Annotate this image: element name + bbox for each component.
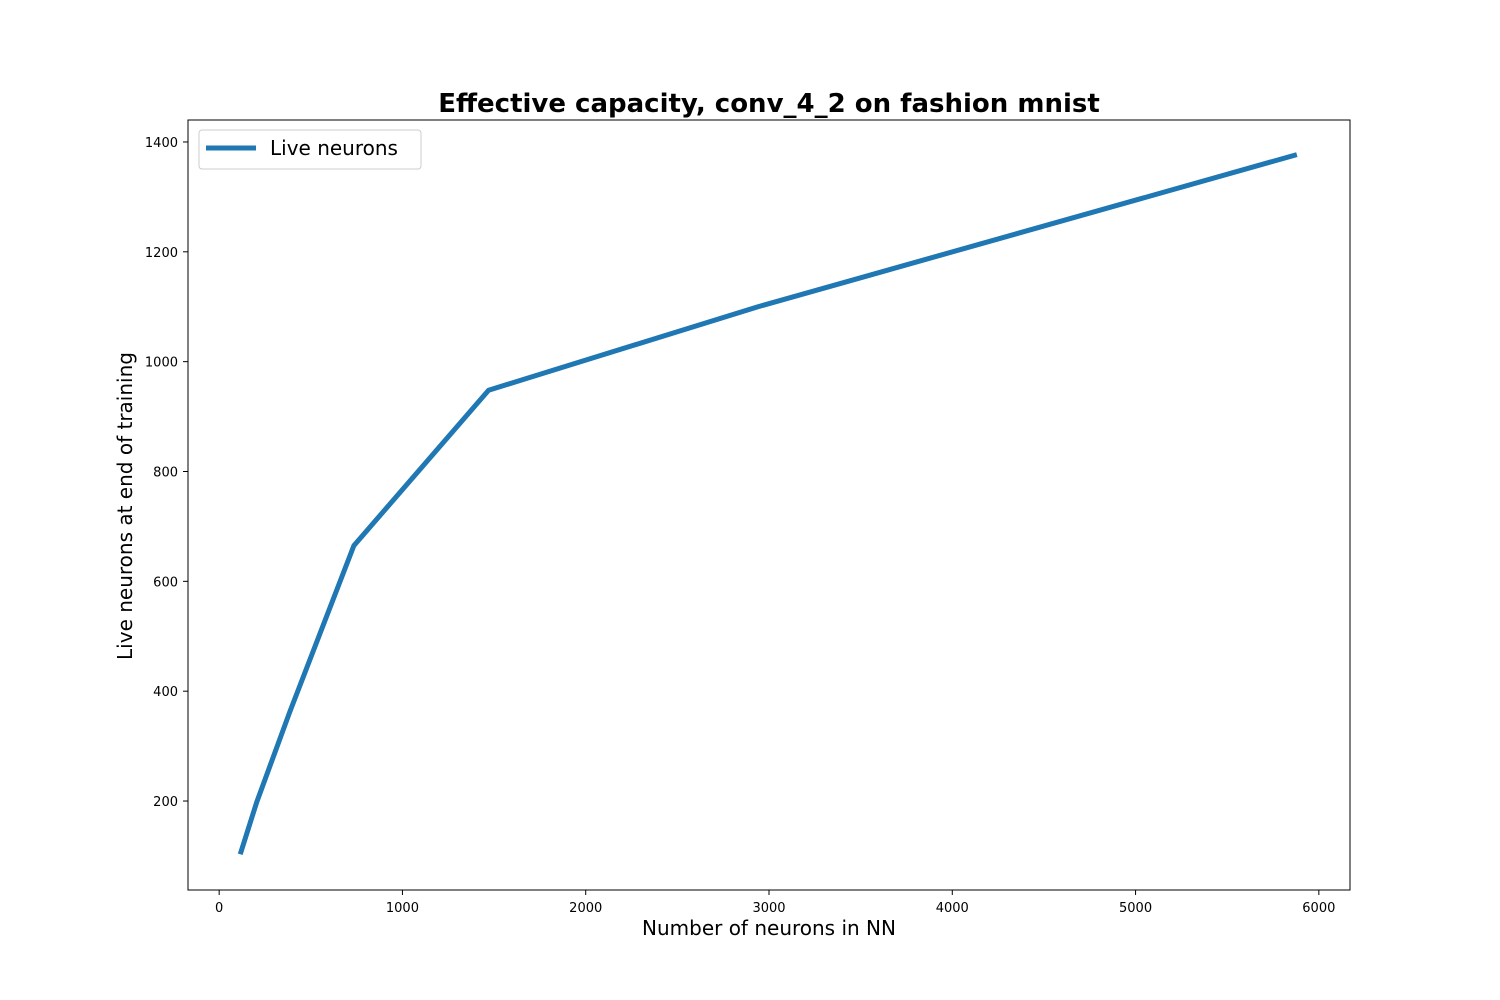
y-tick-label: 1400 bbox=[145, 136, 178, 151]
x-tick-label: 6000 bbox=[1302, 901, 1335, 916]
y-tick-label: 1200 bbox=[145, 246, 178, 261]
legend-box bbox=[198, 129, 422, 170]
y-tick-label: 800 bbox=[153, 465, 178, 480]
y-tick-label: 400 bbox=[153, 685, 178, 700]
x-tick-label: 3000 bbox=[752, 901, 785, 916]
x-tick-label: 4000 bbox=[936, 901, 969, 916]
y-axis: 200 400 600 800 1000 1200 1400 bbox=[145, 136, 188, 810]
legend-label: Live neurons bbox=[270, 136, 398, 160]
x-axis: 0 1000 2000 3000 4000 5000 6000 bbox=[215, 890, 1335, 916]
plot-area bbox=[187, 119, 1351, 891]
chart-title: Effective capacity, conv_4_2 on fashion … bbox=[438, 89, 1100, 119]
y-tick-label: 600 bbox=[153, 575, 178, 590]
x-tick-label: 0 bbox=[215, 901, 223, 916]
series-layer bbox=[237, 152, 1298, 856]
y-tick-label: 1000 bbox=[145, 356, 178, 371]
x-tick-label: 5000 bbox=[1119, 901, 1152, 916]
y-tick-label: 200 bbox=[153, 795, 178, 810]
x-tick-label: 1000 bbox=[386, 901, 419, 916]
legend: Live neurons bbox=[198, 129, 422, 170]
x-tick-label: 2000 bbox=[569, 901, 602, 916]
y-axis-title: Live neurons at end of training bbox=[113, 352, 137, 660]
series-line-0 bbox=[237, 152, 1298, 856]
x-axis-title: Number of neurons in NN bbox=[642, 916, 896, 940]
